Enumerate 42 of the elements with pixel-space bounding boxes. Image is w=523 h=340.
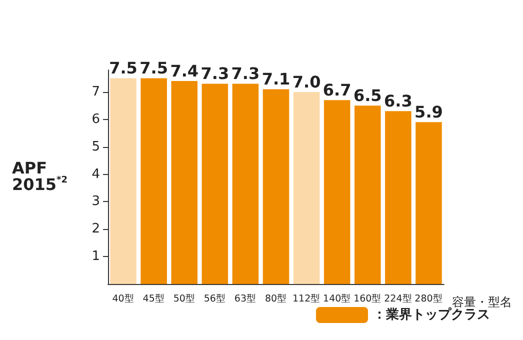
x-tick-label: 160型 <box>354 292 382 304</box>
x-tick-label: 112型 <box>292 292 321 304</box>
bar <box>202 84 228 284</box>
x-tick-label: 280型 <box>414 292 443 304</box>
x-tick-label: 50型 <box>173 292 196 304</box>
y-tick-label: 6 <box>92 112 100 127</box>
data-label: 7.5 <box>109 58 138 78</box>
data-label: 7.3 <box>200 64 230 84</box>
x-axis-title: 容量・型名 <box>452 295 512 309</box>
x-tick-label: 56型 <box>204 292 226 304</box>
bar <box>416 122 442 284</box>
data-label: 7.4 <box>170 61 199 80</box>
data-label: 7.5 <box>140 58 168 78</box>
data-label: 5.9 <box>414 102 443 122</box>
bar <box>262 89 290 284</box>
bar <box>140 78 167 284</box>
bar <box>324 100 350 284</box>
data-label: 7.1 <box>262 70 290 89</box>
bar <box>385 111 412 284</box>
bar <box>110 78 136 284</box>
data-label: 6.7 <box>322 80 352 100</box>
data-label: 7.0 <box>292 72 321 92</box>
bar <box>293 92 320 284</box>
x-tick-label: 80型 <box>264 292 288 304</box>
data-label: 6.3 <box>384 92 412 111</box>
data-label: 7.3 <box>231 64 260 84</box>
y-tick-label: 3 <box>92 194 100 210</box>
x-tick-label: 140型 <box>323 292 352 304</box>
x-tick-label: 224型 <box>384 292 412 304</box>
y-tick-label: 1 <box>92 249 100 264</box>
y-tick-label: 2 <box>92 222 100 237</box>
y-tick-label: 4 <box>92 166 100 182</box>
data-label: 6.5 <box>353 86 382 106</box>
y-tick-label: 7 <box>92 84 100 100</box>
y-tick-label: 5 <box>92 139 100 154</box>
x-tick-label: 45型 <box>142 292 165 304</box>
x-tick-label: 63型 <box>234 292 256 304</box>
bar <box>171 80 198 284</box>
x-tick-label: 40型 <box>112 292 134 304</box>
bar <box>354 106 381 284</box>
legend-label: ：業界トップクラス <box>373 306 490 322</box>
bar <box>232 84 259 284</box>
